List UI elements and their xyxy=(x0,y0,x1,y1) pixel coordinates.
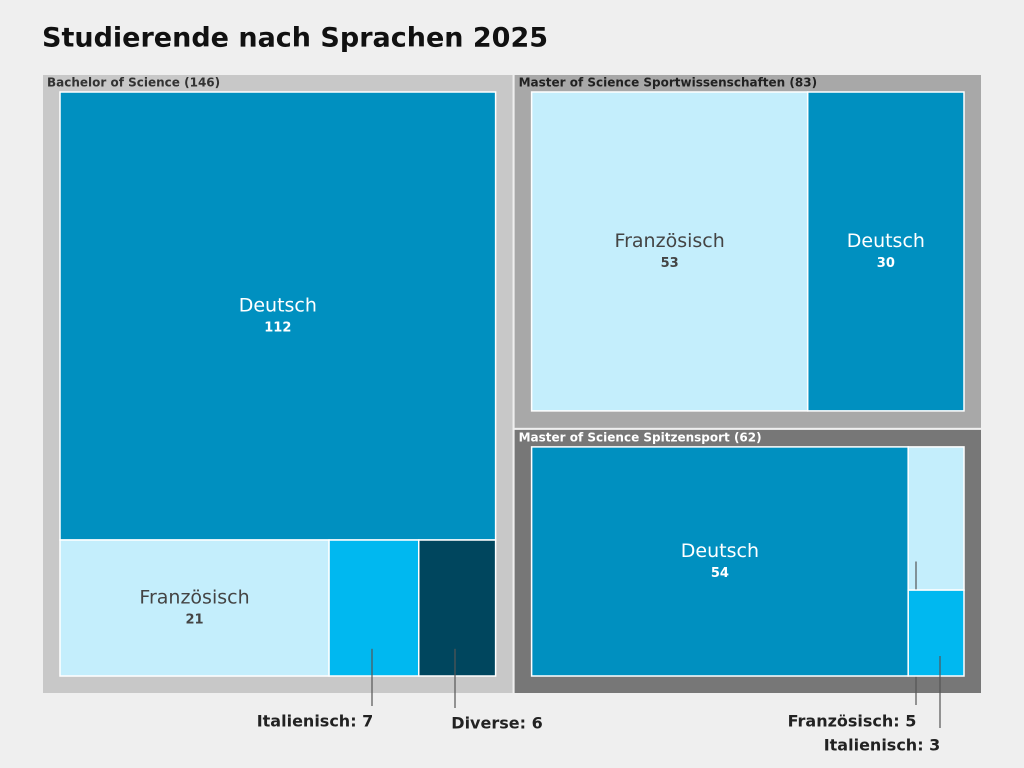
group-label: Master of Science Spitzensport (62) xyxy=(519,430,762,444)
chart-title: Studierende nach Sprachen 2025 xyxy=(42,23,548,54)
treemap-cell xyxy=(328,539,420,677)
callout-label: Französisch: 5 xyxy=(788,712,917,731)
cell-name: Französisch xyxy=(139,587,249,609)
cell-name: Deutsch xyxy=(681,540,759,562)
callout-label: Diverse: 6 xyxy=(451,714,542,733)
treemap-cell xyxy=(59,91,497,541)
cell-value: 54 xyxy=(711,566,729,581)
treemap-cell xyxy=(806,91,965,412)
cell-value: 21 xyxy=(185,613,203,628)
cell-value: 112 xyxy=(264,321,291,336)
cell-value: 53 xyxy=(661,256,679,271)
group-label: Bachelor of Science (146) xyxy=(47,76,220,90)
treemap-cell xyxy=(530,91,809,412)
callout-label: Italienisch: 3 xyxy=(824,736,941,755)
cell-name: Französisch xyxy=(615,230,725,252)
treemap-cell xyxy=(417,539,497,677)
treemap-cell xyxy=(59,539,330,677)
group-label: Master of Science Sportwissenschaften (8… xyxy=(519,76,817,90)
cell-name: Deutsch xyxy=(847,230,925,252)
callout-label: Italienisch: 7 xyxy=(257,712,374,731)
cell-value: 30 xyxy=(877,256,895,271)
treemap-cell xyxy=(907,589,965,677)
cell-name: Deutsch xyxy=(239,295,317,317)
treemap-cell xyxy=(907,446,965,591)
